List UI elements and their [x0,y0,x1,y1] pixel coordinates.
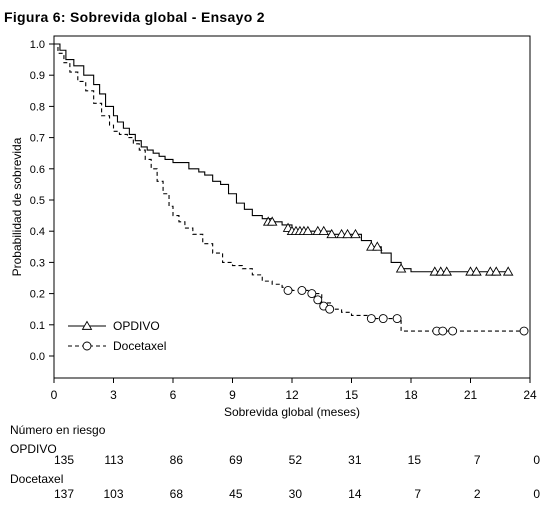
risk-value: 137 [53,487,74,501]
y-tick-label: 0.4 [30,226,45,238]
x-tick-label: 18 [404,388,418,402]
censor-mark-opdivo [395,263,407,273]
x-tick-label: 0 [51,388,58,402]
risk-value: 45 [229,487,243,501]
y-axis-label: Probabilidad de sobrevida [10,137,24,276]
y-tick-label: 0.9 [30,70,45,82]
censor-mark-opdivo [302,225,314,236]
x-tick-label: 9 [229,388,236,402]
legend-label-opdivo: OPDIVO [113,319,160,333]
y-tick-label: 0.2 [30,289,45,301]
x-tick-label: 24 [523,388,537,402]
censor-mark-opdivo [491,266,502,276]
risk-value: 30 [288,487,302,501]
figure-title: Figura 6: Sobrevida global - Ensayo 2 [4,9,265,25]
censor-mark-docetaxel [448,326,458,336]
risk-value: 52 [288,453,302,467]
x-tick-label: 21 [464,388,478,402]
x-tick-label: 3 [110,388,117,402]
y-tick-label: 0.3 [30,257,45,269]
censor-mark-docetaxel [313,295,323,305]
censor-mark-docetaxel [519,326,529,336]
censor-mark-docetaxel [392,314,402,324]
censor-mark-opdivo [266,216,278,226]
censor-mark-opdivo [318,225,330,236]
censor-mark-opdivo [342,228,353,239]
censor-mark-docetaxel [325,304,335,314]
y-tick-label: 1.0 [30,39,45,51]
censor-mark-opdivo [372,241,383,251]
risk-value: 7 [414,487,421,501]
risk-value: 31 [348,453,362,467]
legend-label-docetaxel: Docetaxel [113,339,166,353]
risk-value: 7 [473,453,481,467]
risk-value: 14 [348,487,362,501]
chart-axes: 0.0 0.1 0.2 0.3 0.4 0.5 0.6 0.7 0.8 0.9 1.0 0 3 6 9 12 1… [10,35,537,419]
risk-value: 86 [169,453,183,467]
x-tick-label: 15 [345,388,359,402]
risk-value: 68 [169,487,183,501]
censor-mark-opdivo [441,266,452,276]
censor-mark-opdivo [471,266,482,276]
censor-mark-docetaxel [307,289,317,299]
x-tick-label: 12 [285,388,299,402]
risk-group-docetaxel-label: Docetaxel [10,472,64,486]
y-tick-label: 0.8 [30,101,45,113]
censor-mark-docetaxel [438,326,448,336]
risk-value: 0 [533,453,540,467]
y-tick-label: 0.5 [30,195,45,207]
x-tick-label: 6 [170,388,177,402]
risk-table-heading: Número en riesgo [10,423,106,437]
y-tick-label: 0.6 [30,164,45,176]
legend-marker-opdivo [81,320,93,330]
censor-mark-opdivo [326,228,337,239]
risk-value: 15 [407,453,421,467]
legend-marker-docetaxel [82,341,92,351]
series-line-opdivo [54,43,511,273]
censor-mark-opdivo [502,266,514,276]
series-line-docetaxel [54,43,530,332]
y-tick-label: 0.0 [30,351,45,363]
censor-mark-opdivo [350,228,361,239]
risk-value: 2 [473,487,481,501]
censor-mark-docetaxel [366,314,376,324]
risk-value: 103 [103,487,124,501]
censor-mark-docetaxel [378,314,388,324]
chart-legend: OPDIVO Docetaxel [68,319,166,353]
y-tick-label: 0.1 [30,320,45,332]
x-axis-label: Sobrevida global (meses) [224,405,360,419]
risk-value: 113 [104,453,124,467]
risk-group-opdivo-label: OPDIVO [10,442,57,456]
risk-value: 135 [53,453,74,467]
risk-value: 69 [229,453,243,467]
chart-series [54,43,530,336]
censor-mark-docetaxel [297,286,307,295]
series-opdivo [54,43,514,276]
km-chart: 0.0 0.1 0.2 0.3 0.4 0.5 0.6 0.7 0.8 0.9 1.0 0 3 6 9 12 1… [10,35,537,419]
risk-value: 0 [533,487,540,501]
censor-mark-docetaxel [283,286,293,295]
series-docetaxel [54,43,530,336]
y-tick-label: 0.7 [30,133,45,145]
